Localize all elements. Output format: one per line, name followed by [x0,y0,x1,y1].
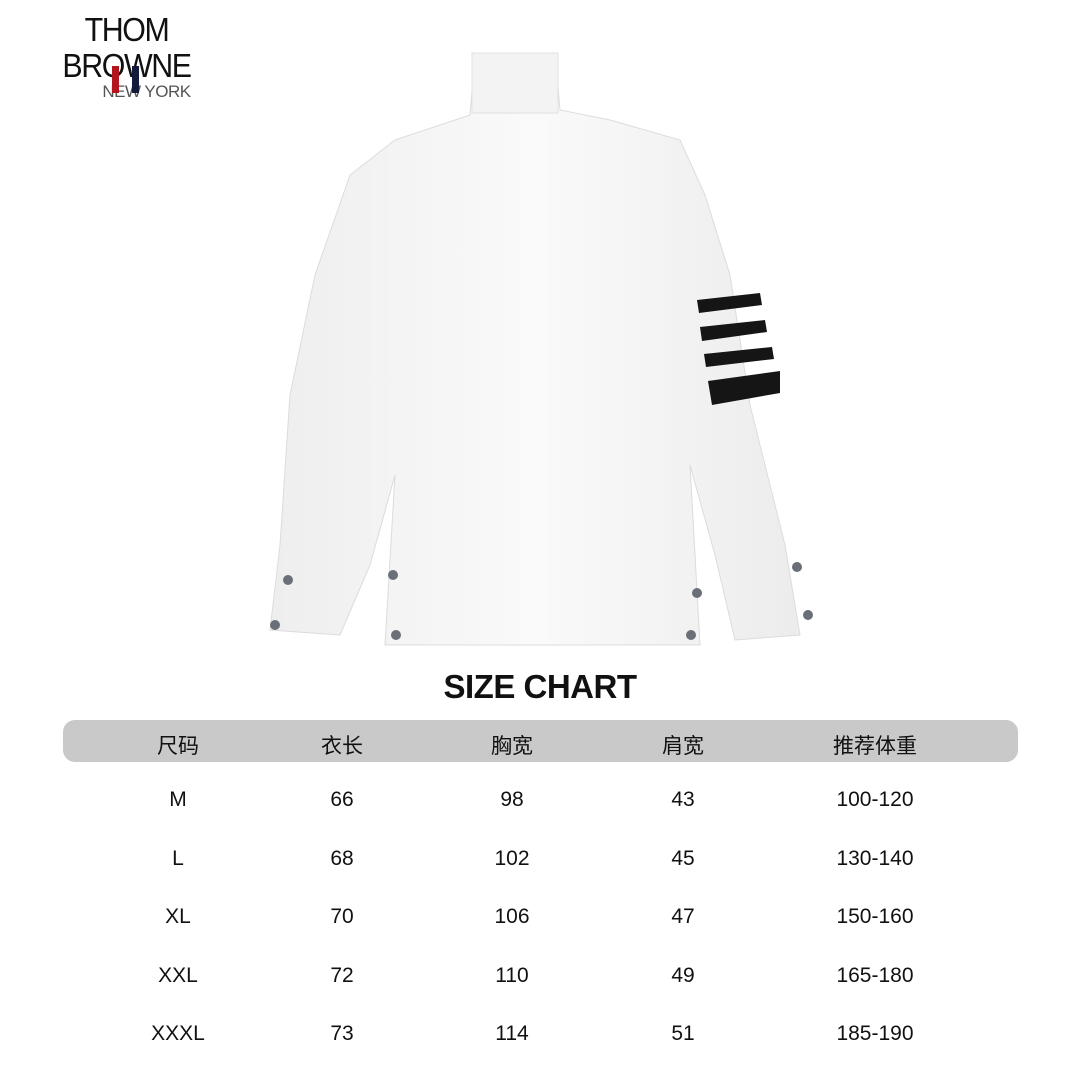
flag-stripe-red [112,66,119,93]
flag-stripe-navy [132,66,139,93]
column-header: 推荐体重 [833,735,917,758]
size-chart-title: SIZE CHART [443,668,638,705]
table-cell: 98 [500,788,524,811]
table-cell: 150-160 [836,905,914,928]
table-cell: 102 [494,847,530,870]
brand-logo: THOM BROWNE NEW YORK [14,11,239,101]
table-cell: 165-180 [836,964,914,987]
table-cell: XXL [158,964,198,987]
brand-name: THOM BROWNE [62,11,192,84]
table-cell: 70 [330,905,354,928]
table-cell: M [169,788,187,811]
table-cell: 130-140 [836,847,914,870]
table-cell: 110 [495,964,529,987]
table-cell: 114 [495,1022,529,1045]
table-cell: XXXL [151,1022,205,1045]
column-header: 衣长 [321,735,363,758]
table-cell: 66 [330,788,354,811]
table-cell: 72 [330,964,354,987]
brand-city: NEW YORK [102,82,191,101]
table-cell: XL [165,905,191,928]
table-cell: 73 [330,1022,354,1045]
column-header: 肩宽 [662,735,704,758]
table-cell: 68 [330,847,354,870]
column-header: 胸宽 [491,735,533,758]
table-cell: 185-190 [836,1022,914,1045]
sweater-image [269,52,813,646]
column-header: 尺码 [157,735,199,758]
table-cell: 49 [671,964,695,987]
table-cell: 47 [671,905,695,928]
table-cell: L [172,847,184,870]
table-cell: 106 [494,905,530,928]
table-cell: 45 [671,847,695,870]
table-cell: 43 [671,788,695,811]
table-cell: 100-120 [836,788,914,811]
table-header-bar [63,720,1018,762]
table-cell: 51 [671,1022,695,1045]
